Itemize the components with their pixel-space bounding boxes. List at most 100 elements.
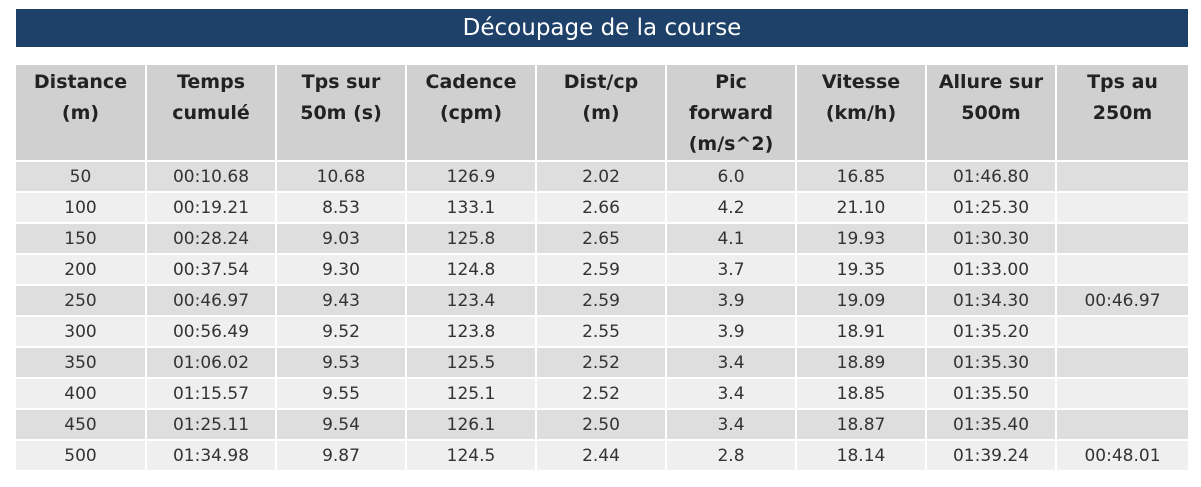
table-cell: 3.9 <box>666 284 797 316</box>
table-cell: 18.89 <box>796 346 927 378</box>
table-cell: 126.1 <box>406 408 537 440</box>
table-cell: 9.30 <box>276 253 407 285</box>
table-row: 100 00:19.21 8.53 133.1 2.66 4.2 21.10 01:25.30 <box>16 191 1188 223</box>
table-cell: 126.9 <box>406 160 537 192</box>
table-cell: 9.03 <box>276 222 407 254</box>
column-header-line: (cpm) <box>439 102 503 124</box>
table-row: 200 00:37.54 9.30 124.8 2.59 3.7 19.35 01:33.00 <box>16 253 1188 285</box>
table-cell: 9.54 <box>276 408 407 440</box>
table-cell: 400 <box>16 377 147 409</box>
table-cell: 3.4 <box>666 346 797 378</box>
table-cell: 01:34.98 <box>146 439 277 470</box>
table-cell: 01:33.00 <box>926 253 1057 285</box>
column-header-line: Tps sur <box>301 71 381 93</box>
table-row: 150 00:28.24 9.03 125.8 2.65 4.1 19.93 01:30.30 <box>16 222 1188 254</box>
table-cell: 9.52 <box>276 315 407 347</box>
table-row: 350 01:06.02 9.53 125.5 2.52 3.4 18.89 01:35.30 <box>16 346 1188 378</box>
table-row: 50 00:10.68 10.68 126.9 2.02 6.0 16.85 01:46.80 <box>16 160 1188 192</box>
column-header-line: 50m (s) <box>300 102 382 124</box>
table-cell: 100 <box>16 191 147 223</box>
table-row: 500 01:34.98 9.87 124.5 2.44 2.8 18.14 01:39.24… <box>16 439 1188 470</box>
column-header: Allure sur 500m <box>926 65 1057 161</box>
table-row: 450 01:25.11 9.54 126.1 2.50 3.4 18.87 01:35.40 <box>16 408 1188 440</box>
table-cell: 01:35.20 <box>926 315 1057 347</box>
table-cell: 300 <box>16 315 147 347</box>
column-header: Temps cumulé <box>146 65 277 161</box>
table-row: 300 00:56.49 9.52 123.8 2.55 3.9 18.91 01:35.20 <box>16 315 1188 347</box>
table-cell: 2.8 <box>666 439 797 470</box>
table-cell: 123.4 <box>406 284 537 316</box>
table-cell: 200 <box>16 253 147 285</box>
table-cell: 00:28.24 <box>146 222 277 254</box>
table-cell: 01:30.30 <box>926 222 1057 254</box>
column-header-line: (m) <box>582 102 620 124</box>
table-cell: 9.43 <box>276 284 407 316</box>
table-cell <box>1056 377 1188 409</box>
table-cell: 2.50 <box>536 408 667 440</box>
column-header: Tps sur 50m (s) <box>276 65 407 161</box>
table-cell: 2.52 <box>536 346 667 378</box>
table-cell <box>1056 346 1188 378</box>
column-header: Pic forward (m/s^2) <box>666 65 797 161</box>
column-header-line: forward <box>688 102 774 124</box>
column-header-line: (m) <box>61 102 100 124</box>
header-row: Distance (m) Temps cumulé Tps sur 50m (s) Cade… <box>16 65 1188 161</box>
table-cell: 150 <box>16 222 147 254</box>
table-cell: 00:46.97 <box>146 284 277 316</box>
table-cell: 01:06.02 <box>146 346 277 378</box>
column-header-line: 500m <box>961 102 1021 124</box>
table-cell: 2.55 <box>536 315 667 347</box>
column-header-line: Temps <box>176 71 246 93</box>
splits-table: Distance (m) Temps cumulé Tps sur 50m (s) Cade… <box>16 65 1188 470</box>
table-cell: 01:25.30 <box>926 191 1057 223</box>
table-cell: 450 <box>16 408 147 440</box>
table-cell: 18.85 <box>796 377 927 409</box>
table-cell <box>1056 222 1188 254</box>
column-header-line: Allure sur <box>938 71 1044 93</box>
table-cell: 500 <box>16 439 147 470</box>
table-cell: 123.8 <box>406 315 537 347</box>
table-cell: 50 <box>16 160 147 192</box>
table-cell: 00:37.54 <box>146 253 277 285</box>
table-cell: 125.5 <box>406 346 537 378</box>
column-header-line: Tps au <box>1087 71 1158 93</box>
table-cell <box>1056 253 1188 285</box>
column-header-line: cumulé <box>172 102 250 124</box>
table-body: 50 00:10.68 10.68 126.9 2.02 6.0 16.85 01:46.80… <box>16 160 1188 470</box>
column-header: Dist/cp (m) <box>536 65 667 161</box>
table-cell: 01:15.57 <box>146 377 277 409</box>
table-cell: 19.09 <box>796 284 927 316</box>
table-cell: 2.66 <box>536 191 667 223</box>
table-cell: 4.2 <box>666 191 797 223</box>
table-cell: 00:10.68 <box>146 160 277 192</box>
table-cell: 3.4 <box>666 408 797 440</box>
table-cell: 8.53 <box>276 191 407 223</box>
table-cell <box>1056 191 1188 223</box>
table-cell: 18.87 <box>796 408 927 440</box>
table-cell: 2.59 <box>536 284 667 316</box>
table-cell: 350 <box>16 346 147 378</box>
column-header-line: Dist/cp <box>563 71 639 93</box>
column-header-line: Cadence <box>425 71 517 93</box>
table-cell: 16.85 <box>796 160 927 192</box>
table-cell: 00:56.49 <box>146 315 277 347</box>
table-cell: 9.55 <box>276 377 407 409</box>
table-cell: 3.9 <box>666 315 797 347</box>
table-title: Découpage de la course <box>16 9 1188 47</box>
table-cell: 2.44 <box>536 439 667 470</box>
table-cell: 19.35 <box>796 253 927 285</box>
table-cell: 6.0 <box>666 160 797 192</box>
table-cell: 4.1 <box>666 222 797 254</box>
table-cell: 2.52 <box>536 377 667 409</box>
table-row: 250 00:46.97 9.43 123.4 2.59 3.9 19.09 01:34.30… <box>16 284 1188 316</box>
table-cell: 124.5 <box>406 439 537 470</box>
table-cell: 01:35.30 <box>926 346 1057 378</box>
table-cell: 00:48.01 <box>1056 439 1188 470</box>
table-cell <box>1056 408 1188 440</box>
table-cell <box>1056 160 1188 192</box>
column-header: Distance (m) <box>16 65 147 161</box>
column-header: Cadence (cpm) <box>406 65 537 161</box>
table-cell: 125.1 <box>406 377 537 409</box>
column-header: Vitesse (km/h) <box>796 65 927 161</box>
table-cell: 01:25.11 <box>146 408 277 440</box>
